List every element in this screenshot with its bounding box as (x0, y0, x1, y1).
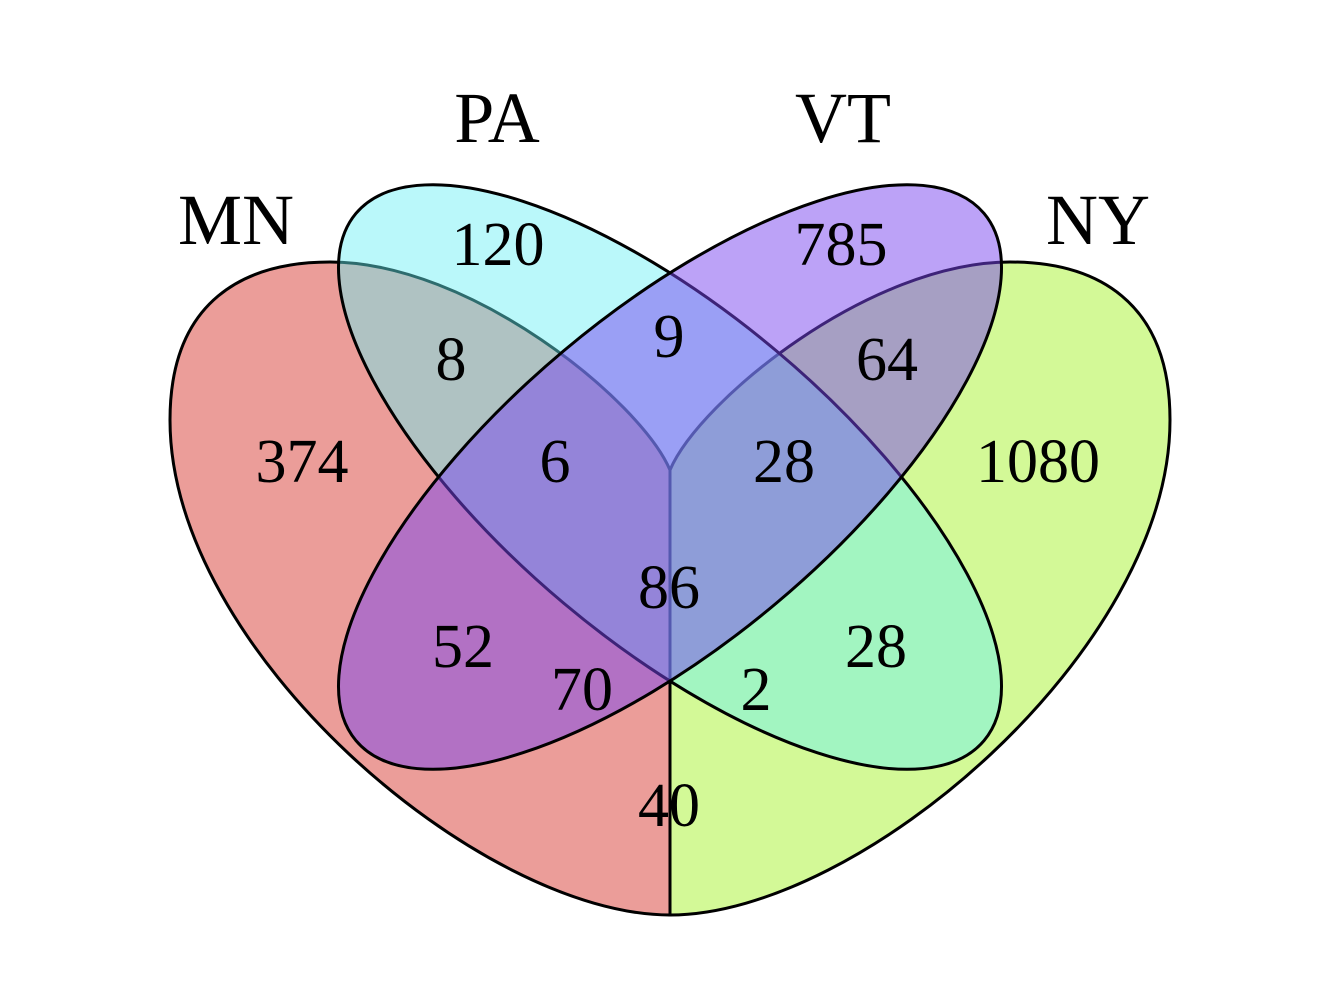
region-counts: 374 120 785 1080 8 9 64 6 28 86 52 28 70… (256, 211, 1101, 840)
set-label-mn: MN (178, 180, 294, 260)
set-label-vt: VT (795, 78, 891, 158)
count-all: 86 (638, 554, 700, 622)
count-mn-ny: 40 (638, 772, 700, 840)
count-mn-vt: 52 (432, 613, 494, 681)
count-mn-pa: 8 (436, 326, 467, 394)
count-mn-pa-ny: 2 (741, 656, 772, 724)
count-pa-vt: 9 (654, 303, 685, 371)
set-shape-vt (336, 183, 1004, 771)
count-mn-pa-vt: 6 (540, 428, 571, 496)
set-shapes (168, 183, 1172, 917)
count-ny-only: 1080 (976, 428, 1100, 496)
count-pa-ny: 28 (845, 613, 907, 681)
count-mn-vt-ny: 70 (551, 656, 613, 724)
count-vt-ny: 64 (856, 326, 918, 394)
count-vt-only: 785 (795, 211, 888, 279)
set-label-ny: NY (1046, 180, 1150, 260)
set-label-pa: PA (454, 78, 539, 158)
count-pa-only: 120 (452, 211, 545, 279)
set-labels: MN PA VT NY (178, 78, 1150, 260)
count-mn-only: 374 (256, 428, 349, 496)
count-pa-vt-ny: 28 (753, 428, 815, 496)
